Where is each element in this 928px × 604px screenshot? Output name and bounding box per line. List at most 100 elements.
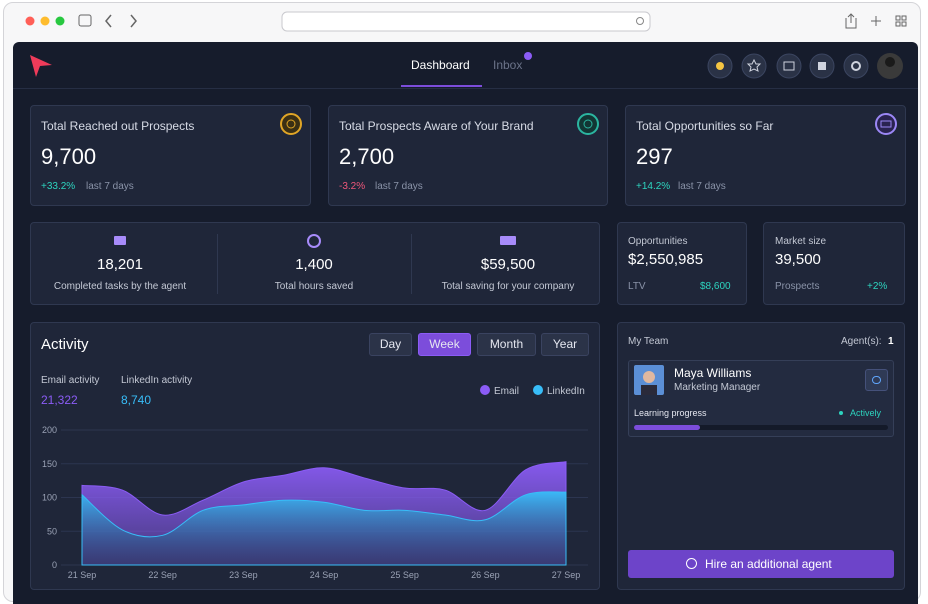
team-title: My Team: [628, 336, 669, 347]
stat-change: +14.2%: [636, 181, 671, 192]
market-card: [763, 222, 905, 305]
agents-count: 1: [888, 336, 894, 347]
card-title: Opportunities: [628, 236, 688, 247]
reload-icon[interactable]: [636, 17, 644, 25]
card-value: $2,550,985: [628, 251, 704, 268]
market-change: +2%: [867, 281, 888, 292]
min-dot[interactable]: [40, 16, 50, 26]
y-tick-label: 200: [42, 425, 57, 435]
legend-dot: [480, 385, 490, 395]
legend-dot: [533, 385, 543, 395]
calendar-icon: [818, 62, 826, 70]
tabs-icon[interactable]: [895, 15, 901, 21]
settings-button[interactable]: [843, 53, 869, 79]
summary-label: Total hours saved: [274, 281, 354, 292]
badge-dot: [524, 52, 532, 60]
stat-icon: [875, 113, 897, 135]
x-tick-label: 25 Sep: [390, 570, 419, 580]
status-dot: [839, 411, 843, 415]
progress-label: Learning progress: [634, 408, 707, 418]
metric-value: 21,322: [41, 393, 78, 407]
book-button[interactable]: [776, 53, 802, 79]
browser-toolbar: [25, 11, 907, 32]
stat-period: last 7 days: [375, 181, 423, 192]
nav-tab[interactable]: Dashboard: [411, 58, 470, 72]
plus-icon: [686, 558, 697, 569]
stat-icon: [280, 113, 302, 135]
stat-card: [328, 105, 608, 206]
ltv-label: LTV: [628, 281, 646, 292]
star-button[interactable]: [741, 53, 767, 79]
progress-track: [634, 425, 888, 430]
stat-title: Total Reached out Prospects: [41, 119, 195, 133]
max-dot[interactable]: [55, 16, 65, 26]
legend-label: Email: [494, 386, 519, 397]
url-bar[interactable]: [281, 11, 651, 32]
period-button[interactable]: Week: [418, 333, 471, 356]
stat-value: 2,700: [339, 144, 395, 169]
stat-period: last 7 days: [678, 181, 726, 192]
ltv-value: $8,600: [700, 281, 731, 292]
opportunities-card: [617, 222, 747, 305]
period-button[interactable]: Year: [541, 333, 589, 356]
avatar-head: [885, 57, 895, 67]
progress-fill: [634, 425, 700, 430]
member-role: Marketing Manager: [674, 382, 761, 393]
y-tick-label: 50: [47, 526, 57, 536]
stat-change: -3.2%: [339, 181, 366, 192]
tabs-icon: [901, 15, 907, 21]
tabs-icon: [901, 21, 907, 27]
card-value: 39,500: [775, 251, 821, 268]
book-icon: [783, 61, 795, 71]
stat-card: [625, 105, 906, 206]
card-title: Market size: [775, 236, 827, 247]
member-card[interactable]: [628, 360, 894, 437]
x-tick-label: 26 Sep: [471, 570, 500, 580]
chat-button[interactable]: [865, 369, 888, 391]
active-tab-underline: [401, 85, 482, 87]
summary-icons: [114, 234, 516, 248]
summary-value: 18,201: [97, 256, 143, 273]
sidebar-icon[interactable]: [78, 14, 92, 27]
period-button[interactable]: Day: [369, 333, 412, 356]
hire-button-label: Hire an additional agent: [705, 557, 832, 571]
toolbar-icons[interactable]: [845, 13, 881, 29]
summary-label: Total saving for your company: [441, 281, 575, 292]
summary-label: Completed tasks by the agent: [53, 281, 187, 292]
activity-title: Activity: [41, 336, 89, 353]
stat-icon: [577, 113, 599, 135]
market-sub: Prospects: [775, 281, 820, 292]
y-tick-label: 100: [42, 493, 57, 503]
x-tick-label: 24 Sep: [310, 570, 339, 580]
stat-title: Total Prospects Aware of Your Brand: [339, 119, 534, 133]
logo[interactable]: [28, 53, 54, 79]
stat-change: +33.2%: [41, 181, 76, 192]
member-status: Actively: [850, 408, 882, 418]
y-tick-label: 150: [42, 459, 57, 469]
nav-tab[interactable]: Inbox: [493, 58, 523, 72]
stat-period: last 7 days: [86, 181, 134, 192]
header-icons: [707, 53, 903, 79]
close-dot[interactable]: [25, 16, 35, 26]
area: [81, 491, 567, 566]
nav-arrows[interactable]: [105, 14, 137, 28]
y-tick-label: 0: [52, 560, 57, 570]
tabs-icon: [895, 21, 901, 27]
x-tick-label: 27 Sep: [552, 570, 581, 580]
moon-icon: [716, 62, 724, 70]
member-avatar: [634, 365, 664, 395]
metric-label: Email activity: [41, 375, 100, 386]
hire-button[interactable]: [628, 550, 894, 578]
agents-label: Agent(s):: [841, 336, 882, 347]
chat-icon: [872, 376, 881, 384]
period-button[interactable]: Month: [477, 333, 536, 356]
gear-icon: [851, 61, 861, 71]
header-divider: [13, 88, 918, 89]
divider: [217, 234, 218, 294]
legend-label: LinkedIn: [547, 386, 585, 397]
summary-value: 1,400: [295, 256, 333, 273]
x-tick-label: 23 Sep: [229, 570, 258, 580]
stat-value: 297: [636, 144, 673, 169]
activity-chart: 0 50 100 150 200 21 Sep 22 Sep 23 Sep 24 Sep 25 S…: [42, 385, 588, 580]
